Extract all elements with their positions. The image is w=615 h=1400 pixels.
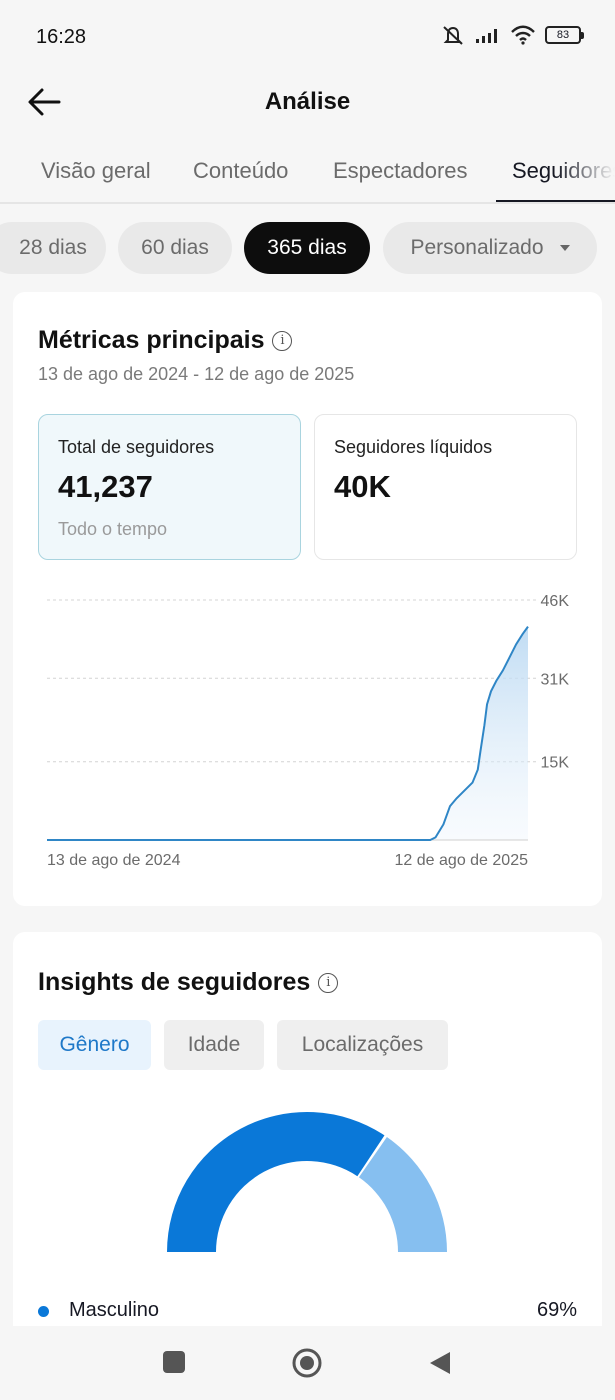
- triangle-back-icon: [430, 1352, 450, 1374]
- key-metrics-title: Métricas principais i: [38, 326, 293, 355]
- tab-gender-label: Gênero: [59, 1033, 130, 1056]
- wifi-icon: [511, 25, 535, 45]
- insights-title: Insights de seguidores i: [38, 968, 339, 997]
- page-title: Análise: [264, 88, 351, 115]
- metric-total-followers[interactable]: Total de seguidores 41,237 Todo o tempo: [38, 414, 301, 560]
- key-metrics-title-text: Métricas principais: [38, 326, 265, 354]
- status-bar: 16:28 83: [0, 0, 615, 72]
- followers-chart: 46K 31K 15K 13 de ago de 2024 12 de ago de 2…: [13, 582, 602, 882]
- legend-dot: [38, 1306, 49, 1317]
- gender-donut-chart: [167, 1112, 447, 1252]
- date-range-chips: 28 dias 60 dias 365 dias Personalizado: [0, 222, 615, 276]
- metric-note: Todo o tempo: [58, 519, 168, 539]
- followers-area: [47, 626, 528, 840]
- chip-60-days[interactable]: 60 dias: [118, 222, 232, 274]
- tab-fade: [555, 142, 615, 200]
- status-icons: 83: [440, 24, 584, 46]
- system-nav-bar: [0, 1326, 615, 1400]
- chip-label: 365 dias: [267, 236, 347, 259]
- tab-active-indicator: [496, 200, 615, 202]
- tab-age[interactable]: Idade: [164, 1020, 264, 1070]
- info-icon[interactable]: i: [318, 972, 339, 993]
- tab-gender[interactable]: Gênero: [38, 1020, 151, 1070]
- status-time: 16:28: [36, 26, 87, 48]
- y-tick-label: 31K: [541, 671, 570, 688]
- chip-label: 28 dias: [19, 236, 87, 259]
- date-range-label: 13 de ago de 2024 - 12 de ago de 2025: [38, 364, 355, 384]
- tab-overview[interactable]: Visão geral: [41, 158, 151, 183]
- x-tick-label-end: 12 de ago de 2025: [395, 852, 529, 869]
- chip-label: Personalizado: [410, 236, 544, 259]
- legend-percent: 69%: [536, 1299, 577, 1321]
- recents-button[interactable]: [162, 1350, 186, 1379]
- x-tick-label-start: 13 de ago de 2024: [47, 852, 181, 869]
- metric-net-followers[interactable]: Seguidores líquidos 40K: [314, 414, 577, 560]
- muted-bell-icon: [443, 26, 463, 45]
- square-icon: [163, 1351, 185, 1373]
- back-button[interactable]: [24, 82, 64, 122]
- caret-down-icon: [559, 245, 570, 251]
- tab-content[interactable]: Conteúdo: [193, 158, 289, 183]
- tab-age-label: Idade: [187, 1033, 241, 1056]
- chip-label: 60 dias: [141, 236, 209, 259]
- metric-label: Total de seguidores: [58, 437, 215, 457]
- donut-slice-1: [358, 1137, 447, 1252]
- insights-title-text: Insights de seguidores: [38, 968, 311, 996]
- metric-value: 41,237: [58, 469, 153, 504]
- arrow-left-icon: [28, 88, 61, 116]
- tab-locations-label: Localizações: [301, 1033, 424, 1056]
- followers-line: [47, 626, 529, 841]
- info-icon[interactable]: i: [272, 330, 293, 351]
- header: Análise: [0, 72, 615, 132]
- system-back-button[interactable]: [428, 1350, 452, 1381]
- tab-viewers[interactable]: Espectadores: [333, 158, 468, 183]
- y-tick-label: 15K: [541, 755, 570, 772]
- signal-icon: [476, 29, 497, 43]
- chip-custom[interactable]: Personalizado: [383, 222, 597, 274]
- key-metrics-card: Métricas principais i 13 de ago de 2024 …: [13, 292, 602, 906]
- circle-icon: [292, 1348, 322, 1378]
- y-tick-label: 46K: [541, 593, 570, 610]
- metric-value: 40K: [334, 469, 391, 504]
- legend-label: Masculino: [69, 1299, 160, 1321]
- metric-label: Seguidores líquidos: [334, 437, 493, 457]
- analytics-tabs: Visão geral Conteúdo Espectadores Seguid…: [0, 142, 615, 204]
- legend-row-male: Masculino 69%: [38, 1296, 577, 1326]
- tab-locations[interactable]: Localizações: [277, 1020, 448, 1070]
- chip-365-days[interactable]: 365 dias: [244, 222, 370, 274]
- chip-28-days[interactable]: 28 dias: [0, 222, 106, 274]
- followers-chart-svg: 46K 31K 15K 13 de ago de 2024 12 de ago de 2…: [47, 593, 570, 869]
- follower-insights-card: Insights de seguidores i Gênero Idade Lo…: [13, 932, 602, 1352]
- donut-slice-0: [167, 1112, 385, 1252]
- home-button[interactable]: [291, 1347, 323, 1384]
- battery-icon: 83: [545, 26, 584, 44]
